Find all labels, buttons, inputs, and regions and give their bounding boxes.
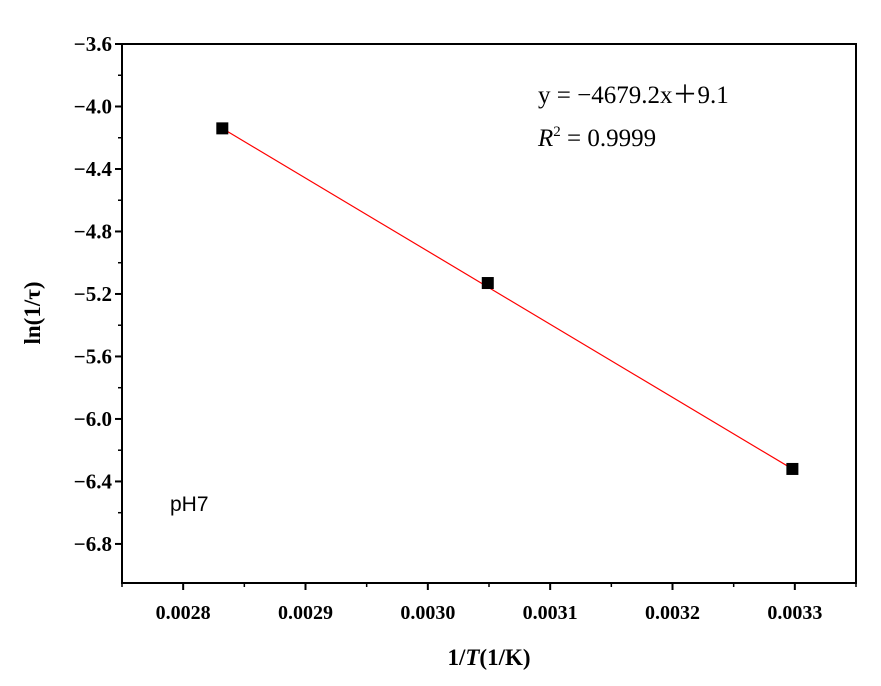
data-point bbox=[216, 122, 229, 135]
y-tick-label: −4.4 bbox=[74, 157, 113, 181]
y-tick-label: −6.0 bbox=[74, 407, 112, 431]
r-squared: R2 = 0.9999 bbox=[537, 124, 656, 152]
y-tick-label: −6.8 bbox=[74, 532, 112, 556]
regression-equation: y = −4679.2x＋9.1 bbox=[538, 82, 729, 109]
y-tick-label: −5.6 bbox=[74, 344, 112, 368]
r-squared-symbol: R bbox=[537, 125, 553, 152]
data-point bbox=[481, 277, 494, 290]
plot-frame bbox=[121, 43, 857, 584]
r-squared-value: = 0.9999 bbox=[561, 125, 656, 152]
data-point bbox=[786, 462, 799, 475]
y-axis-ticks: −3.6 −4.0 −4.4 −4.8 −5.2 −5.6 −6.0 −6.4 −6.8 bbox=[74, 32, 122, 556]
y-tick-label: −4.8 bbox=[74, 219, 112, 243]
x-tick-label: 0.0032 bbox=[645, 602, 700, 624]
fit-line bbox=[222, 127, 793, 470]
x-axis-ticks: 0.0028 0.0029 0.0030 0.0031 0.0032 0.0033 bbox=[121, 583, 857, 624]
condition-label: pH7 bbox=[170, 493, 209, 516]
y-tick-label: −5.2 bbox=[74, 282, 112, 306]
x-tick-label: 0.0031 bbox=[523, 602, 578, 624]
y-axis-title: ln(1/τ) bbox=[20, 282, 45, 345]
data-points bbox=[216, 122, 799, 475]
x-tick-label: 0.0030 bbox=[400, 602, 455, 624]
equation-rest: −4679.2x＋9.1 bbox=[577, 82, 729, 109]
y-tick-label: −4.0 bbox=[74, 94, 112, 118]
equation-prefix: y = bbox=[538, 82, 577, 109]
x-axis-title: 1/T(1/K) bbox=[447, 645, 530, 670]
y-tick-label: −3.6 bbox=[74, 32, 112, 56]
fit-line-layer bbox=[222, 127, 793, 470]
y-tick-label: −6.4 bbox=[74, 469, 113, 493]
x-tick-label: 0.0033 bbox=[767, 602, 822, 624]
r-squared-exponent: 2 bbox=[553, 124, 561, 140]
x-tick-label: 0.0028 bbox=[156, 602, 211, 624]
x-tick-label: 0.0029 bbox=[278, 602, 333, 624]
x-axis-title-t: T bbox=[465, 645, 480, 670]
